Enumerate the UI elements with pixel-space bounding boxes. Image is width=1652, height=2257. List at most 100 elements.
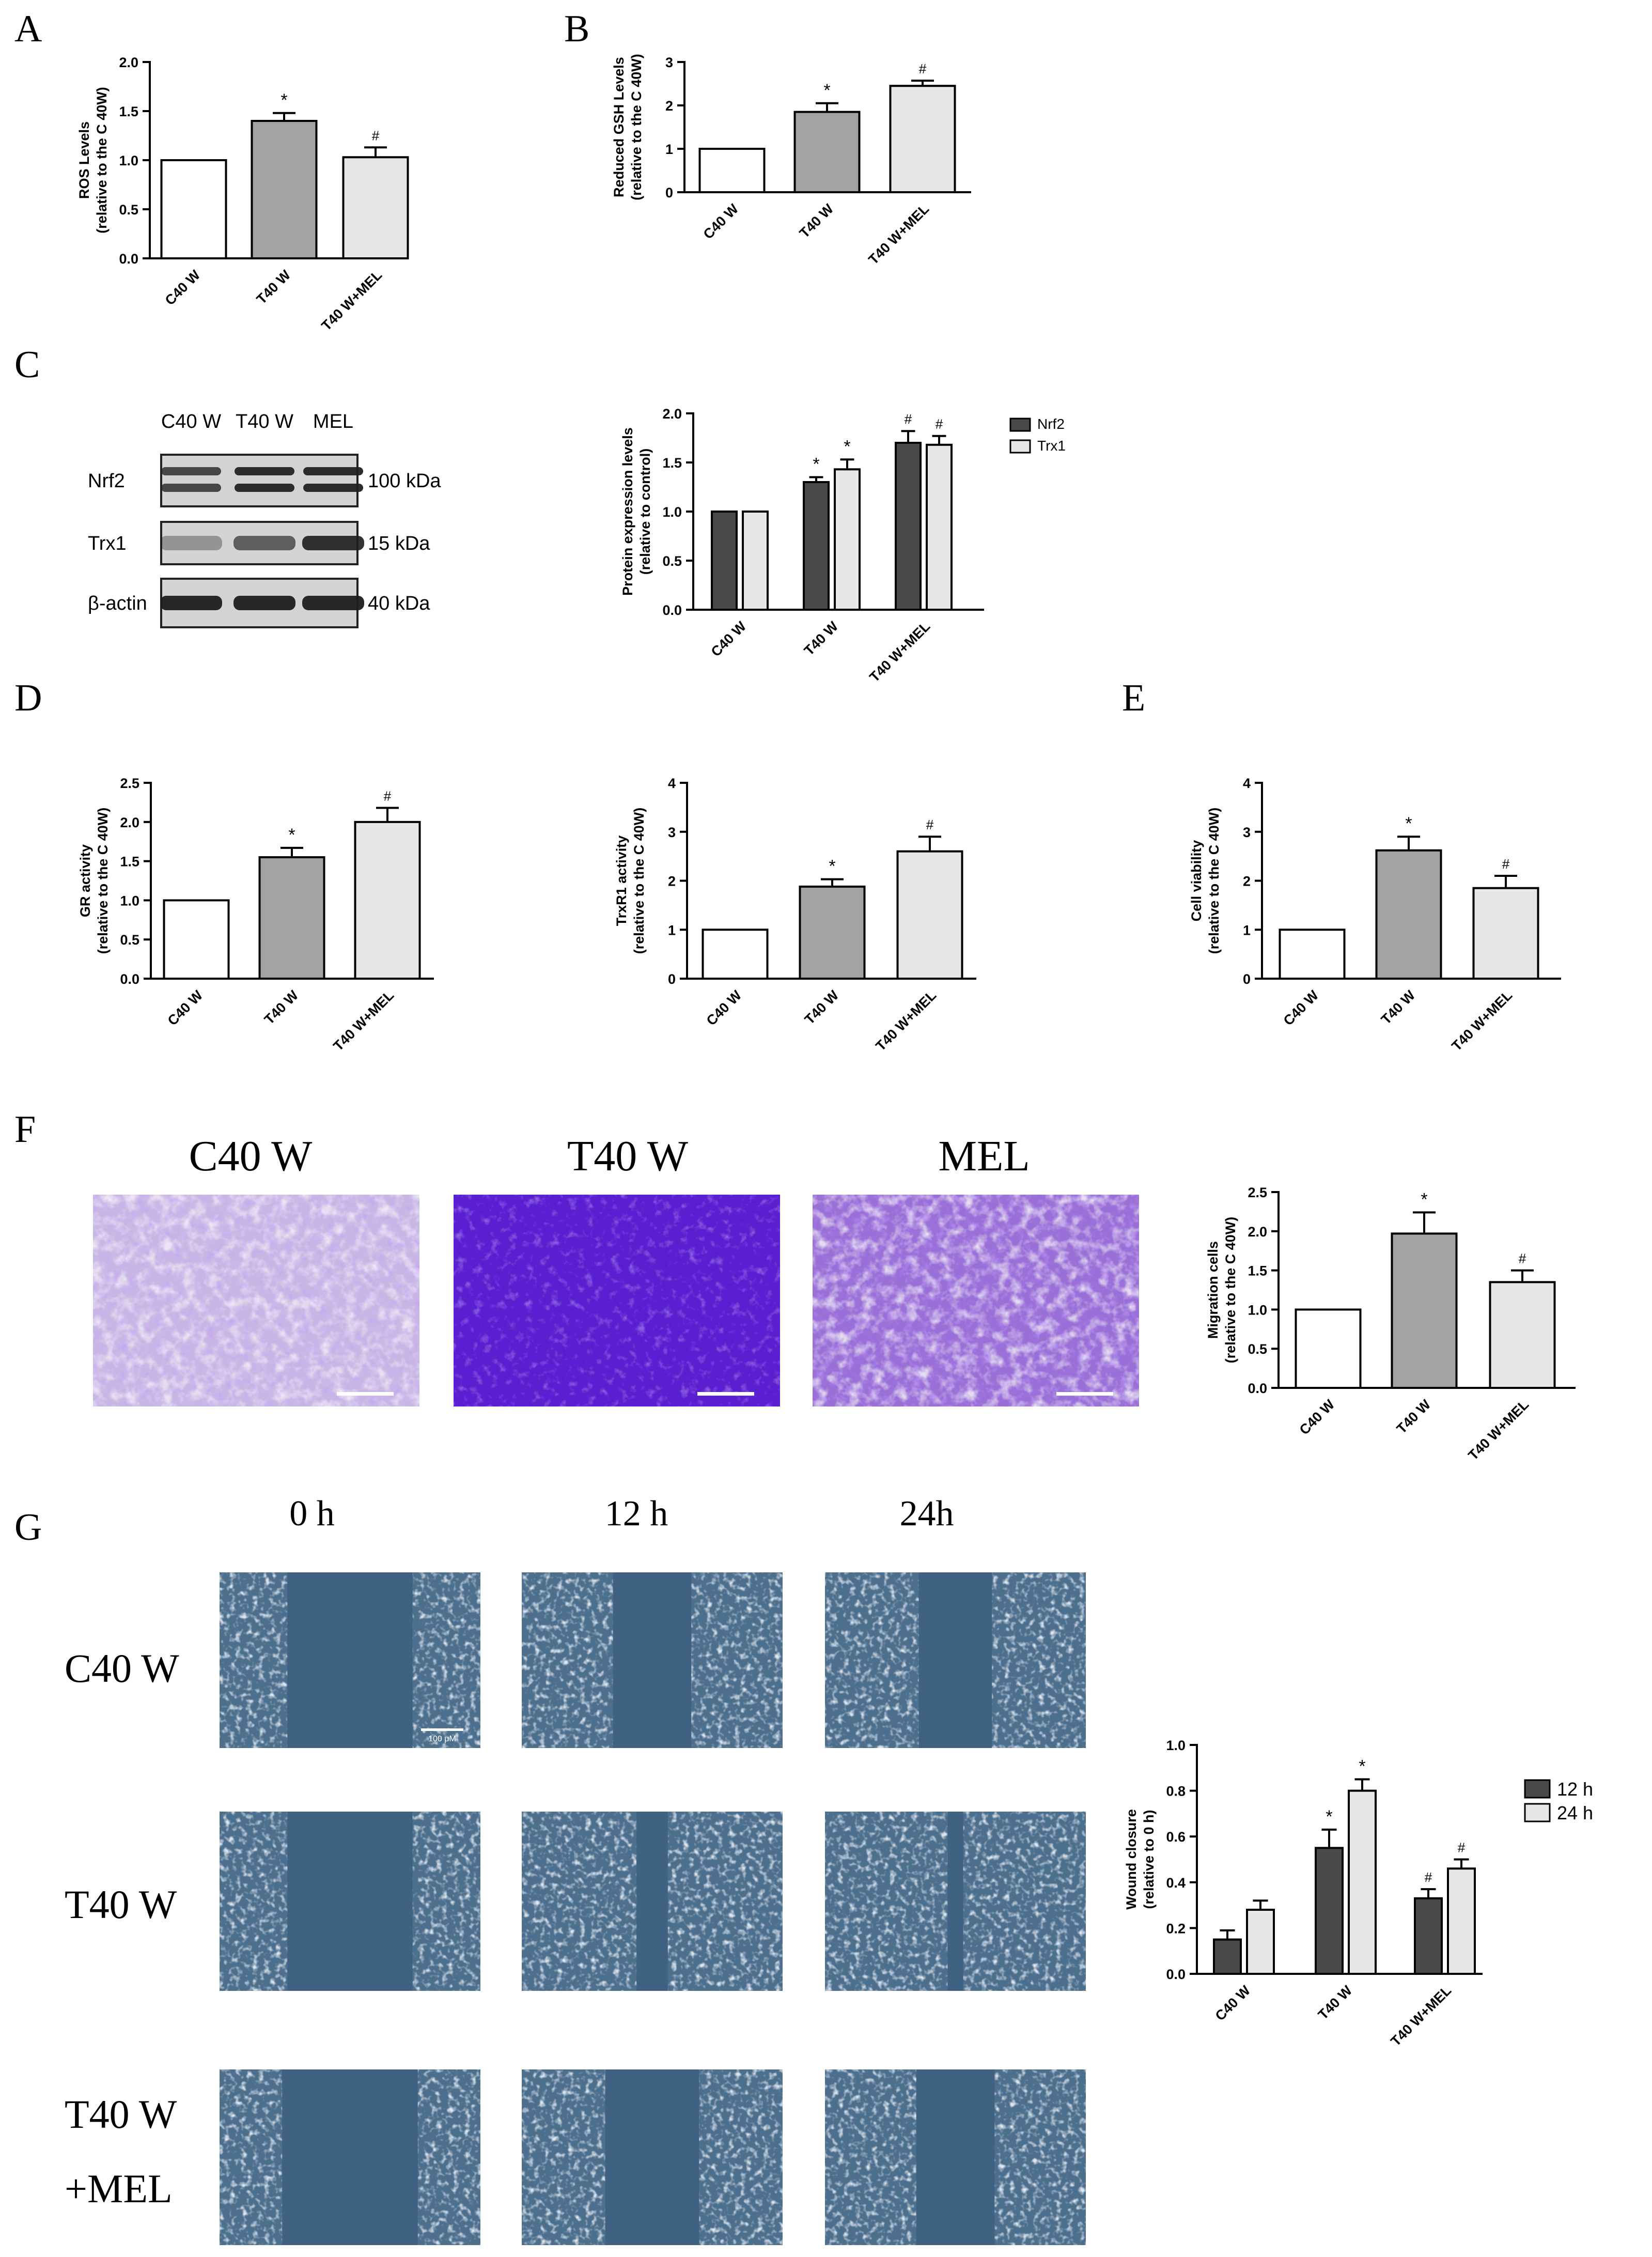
x-tick-label: T40 W+MEL	[866, 619, 933, 685]
blot-membrane	[160, 454, 359, 507]
bar	[163, 899, 230, 980]
blot-band	[160, 596, 222, 610]
y-tick-label: 0.4	[1166, 1875, 1186, 1891]
chart-E: 0 1 2 3 4 Cell viability (relative to the C 40…	[1189, 776, 1561, 1054]
y-tick-label: 0.0	[662, 602, 682, 618]
wound-cells-left	[522, 1572, 613, 1748]
y-tick-label: 0.5	[662, 553, 682, 569]
blot-band	[161, 484, 221, 492]
legend-swatch	[1009, 439, 1031, 454]
blot-band	[235, 467, 294, 475]
y-tick-label: 4	[1243, 776, 1251, 791]
blot-band	[303, 467, 363, 475]
blot-protein-label: Nrf2	[88, 470, 125, 492]
bar	[1315, 1847, 1344, 1975]
y-tick-label: 1.5	[662, 455, 682, 471]
wound-cells-right	[417, 2069, 480, 2245]
blot-band	[303, 484, 363, 492]
transwell-stain	[93, 1195, 419, 1406]
y-axis-subtitle: (relative to the C 40W)	[629, 54, 644, 200]
wound-cells-left	[825, 1812, 948, 1991]
significance-mark: *	[280, 90, 287, 110]
wound-cells-left	[220, 2069, 283, 2245]
blot-band	[235, 484, 294, 492]
y-tick-label: 2.0	[662, 406, 682, 422]
legend-swatch	[1524, 1803, 1551, 1822]
wound-cells-right	[667, 1812, 783, 1991]
y-tick-label: 1.0	[1166, 1738, 1186, 1753]
significance-mark: #	[384, 789, 392, 804]
significance-mark: *	[288, 825, 295, 845]
y-axis-subtitle: (relative to the C 40W)	[95, 808, 111, 954]
legend-label: Trx1	[1037, 438, 1066, 454]
y-tick-label: 0.0	[1248, 1381, 1267, 1396]
significance-mark: #	[1519, 1251, 1526, 1266]
x-tick-label: C40 W	[162, 267, 204, 308]
wound-cells-left	[522, 2069, 605, 2245]
chart-B: 0 1 2 3 Reduced GSH Levels (relative to the C…	[611, 54, 971, 268]
wound-gap	[282, 2069, 418, 2245]
significance-mark: *	[823, 81, 830, 100]
transwell-label: C40 W	[189, 1132, 313, 1180]
bar	[342, 156, 409, 259]
wound-column-label: 12 h	[605, 1494, 668, 1534]
wound-cells-left	[220, 1812, 288, 1991]
significance-mark: #	[1458, 1840, 1466, 1856]
y-tick-label: 1.0	[1248, 1302, 1267, 1318]
y-axis-title: Cell viability	[1189, 840, 1204, 922]
bar	[803, 481, 830, 611]
blot-band	[302, 536, 364, 550]
transwell-stain	[813, 1195, 1139, 1406]
panel-letter-C: C	[14, 344, 40, 386]
y-tick-label: 2.5	[1248, 1185, 1267, 1200]
wound-cells-right	[994, 2069, 1086, 2245]
blot-band	[161, 467, 221, 475]
y-tick-label: 0.5	[119, 202, 138, 218]
wound-gap	[947, 1812, 963, 1991]
bar	[702, 929, 769, 980]
bar	[834, 468, 861, 611]
y-tick-label: 0.2	[1166, 1921, 1186, 1936]
bar	[711, 511, 738, 611]
blot-band	[302, 596, 364, 610]
y-tick-label: 0.5	[1248, 1341, 1267, 1357]
scale-bar	[1056, 1392, 1113, 1396]
wound-column-label: 0 h	[289, 1494, 335, 1534]
scale-bar	[337, 1392, 394, 1396]
panel-letter-E: E	[1122, 677, 1145, 719]
x-tick-label: T40 W+MEL	[865, 201, 932, 268]
y-tick-label: 2.0	[119, 55, 138, 70]
bar	[889, 85, 956, 193]
y-tick-label: 1	[668, 922, 676, 938]
bar	[1246, 1908, 1275, 1975]
y-tick-label: 2.0	[120, 815, 139, 830]
x-tick-label: C40 W	[1212, 1983, 1254, 2024]
bar	[895, 442, 922, 611]
y-tick-label: 0.5	[120, 932, 139, 948]
x-tick-label: C40 W	[1297, 1397, 1338, 1438]
x-tick-label: T40 W	[797, 201, 837, 241]
bar	[1348, 1789, 1377, 1975]
y-tick-label: 1.0	[662, 504, 682, 520]
y-axis-subtitle: (relative to the C 40W)	[631, 808, 647, 954]
transwell-stain	[454, 1195, 780, 1406]
significance-mark: #	[926, 817, 934, 832]
scale-bar-label: 100 μM	[428, 1735, 456, 1743]
x-tick-label: T40 W+MEL	[318, 267, 385, 334]
wound-cells-left	[220, 1572, 288, 1748]
x-tick-label: T40 W+MEL	[872, 987, 939, 1054]
wound-gap	[287, 1572, 413, 1748]
bar	[1391, 1232, 1458, 1389]
y-axis-title: Wound closure	[1124, 1809, 1139, 1910]
x-tick-label: T40 W	[254, 267, 294, 307]
blot-band	[233, 596, 295, 610]
chart-G: 0.0 0.2 0.4 0.6 0.8 1.0 Wound closure (relative…	[1124, 1738, 1593, 2049]
wound-gap	[613, 1572, 692, 1748]
x-tick-label: T40 W	[1394, 1397, 1434, 1437]
y-tick-label: 3	[1243, 825, 1251, 840]
x-tick-label: T40 W+MEL	[1388, 1983, 1454, 2049]
bar	[793, 111, 861, 193]
wound-gap	[916, 2069, 995, 2245]
